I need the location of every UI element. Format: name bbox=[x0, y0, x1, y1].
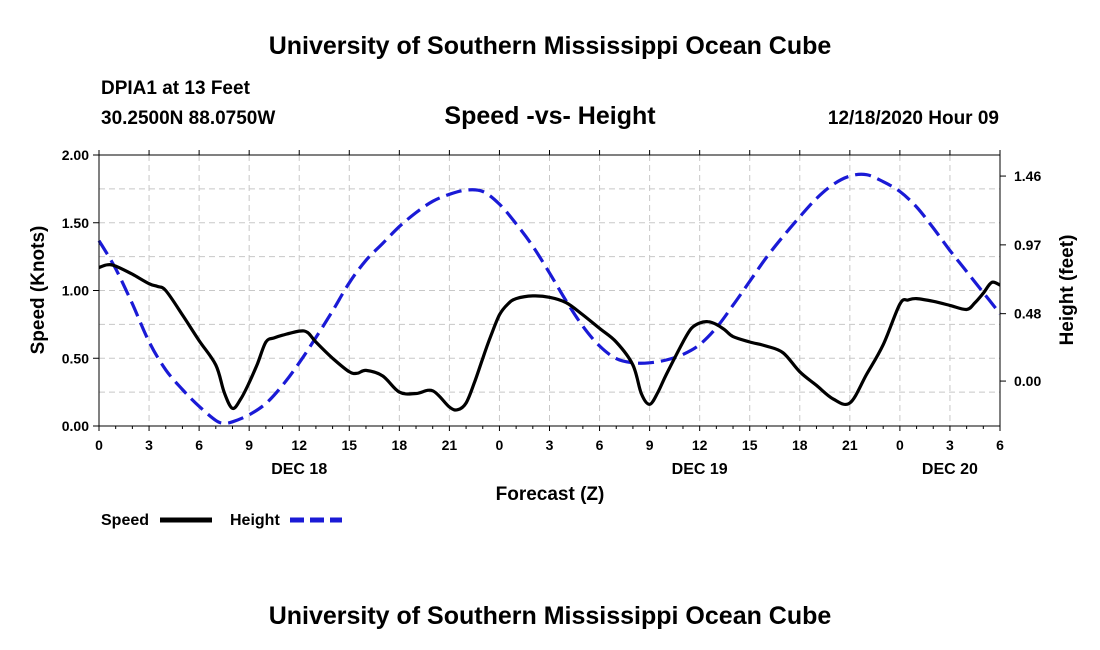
series-layer bbox=[97, 172, 1002, 425]
x-tick-label: 3 bbox=[546, 437, 554, 453]
y-tick-label: 1.00 bbox=[62, 283, 89, 299]
x-tick-label: 12 bbox=[291, 437, 307, 453]
date-label: DEC 20 bbox=[922, 461, 978, 478]
x-tick-label: 6 bbox=[996, 437, 1004, 453]
footer-title: University of Southern Mississippi Ocean… bbox=[269, 602, 832, 630]
x-tick-label: 12 bbox=[692, 437, 708, 453]
series-line-speed bbox=[98, 263, 1001, 412]
y2-tick-label: 1.46 bbox=[1014, 168, 1041, 184]
x-tick-label: 3 bbox=[946, 437, 954, 453]
x-tick-label: 0 bbox=[896, 437, 904, 453]
x-axis-title: Forecast (Z) bbox=[496, 484, 605, 505]
y-tick-label: 0.50 bbox=[62, 350, 89, 366]
main-title: University of Southern Mississippi Ocean… bbox=[269, 32, 832, 60]
chart-subtitle: Speed -vs- Height bbox=[444, 102, 656, 130]
y-axis-title: Speed (Knots) bbox=[28, 226, 49, 355]
x-tick-label: 9 bbox=[646, 437, 654, 453]
datetime-label: 12/18/2020 Hour 09 bbox=[828, 108, 999, 129]
x-tick-label: 6 bbox=[596, 437, 604, 453]
x-tick-label: 21 bbox=[442, 437, 458, 453]
x-tick-label: 18 bbox=[392, 437, 408, 453]
date-label: DEC 18 bbox=[271, 461, 327, 478]
legend-speed-label: Speed bbox=[101, 512, 149, 529]
x-tick-label: 15 bbox=[742, 437, 758, 453]
y2-axis-title: Height (feet) bbox=[1057, 235, 1078, 346]
y2-tick-label: 0.97 bbox=[1014, 237, 1041, 253]
x-tick-label: 18 bbox=[792, 437, 808, 453]
y-tick-label: 2.00 bbox=[62, 147, 89, 163]
coordinates-label: 30.2500N 88.0750W bbox=[101, 108, 275, 129]
x-tick-label: 9 bbox=[245, 437, 253, 453]
grid-lines bbox=[99, 155, 1000, 426]
x-tick-label: 0 bbox=[496, 437, 504, 453]
series-line-height bbox=[97, 172, 1002, 425]
date-label: DEC 19 bbox=[672, 461, 728, 478]
y2-tick-label: 0.00 bbox=[1014, 373, 1041, 389]
x-tick-label: 6 bbox=[195, 437, 203, 453]
x-tick-label: 15 bbox=[341, 437, 357, 453]
y2-tick-label: 0.48 bbox=[1014, 306, 1041, 322]
x-tick-label: 21 bbox=[842, 437, 858, 453]
y-tick-label: 0.00 bbox=[62, 418, 89, 434]
x-tick-label: 0 bbox=[95, 437, 103, 453]
legend: Speed Height bbox=[101, 512, 342, 529]
y-tick-label: 1.50 bbox=[62, 215, 89, 231]
x-tick-label: 3 bbox=[145, 437, 153, 453]
legend-height-label: Height bbox=[230, 512, 280, 529]
axes: 0 3 6 9 12 15 18 21 0 3 6 9 12 15 18 21 0 3 6 DEC 18 DEC 19 D… bbox=[62, 147, 1042, 478]
station-label: DPIA1 at 13 Feet bbox=[101, 78, 251, 99]
